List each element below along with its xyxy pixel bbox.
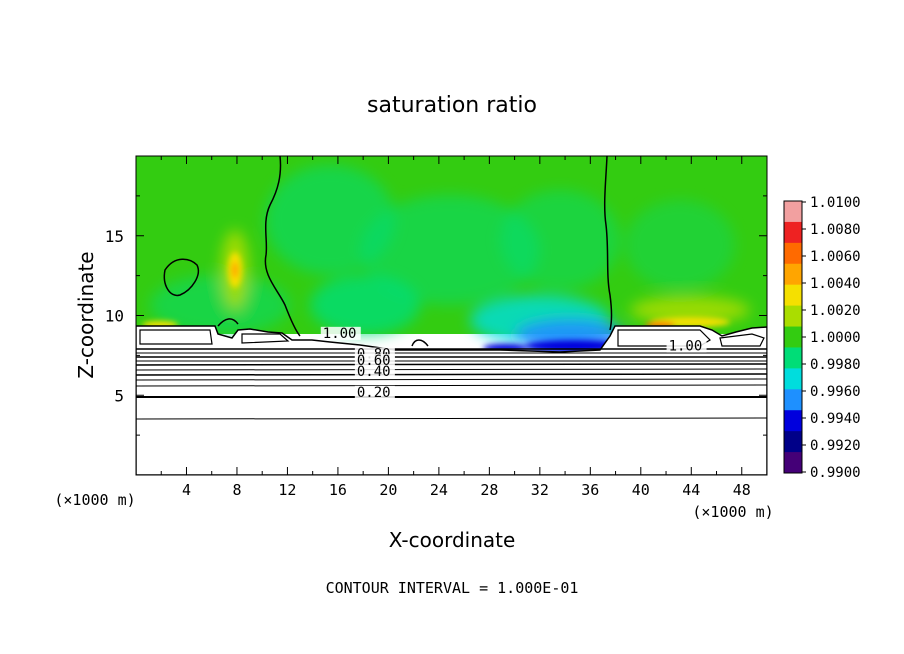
contour-label: 1.00 <box>323 326 357 342</box>
contour-label: 0.20 <box>357 385 391 401</box>
contour-lines <box>136 348 767 420</box>
colorbar-swatch <box>784 201 802 223</box>
x-tick-label: 44 <box>682 481 700 499</box>
contour-labels: 1.001.000.800.600.400.20 <box>320 326 707 401</box>
colorbar-label: 1.0000 <box>810 330 861 346</box>
x-axis-label: X-coordinate <box>389 528 516 552</box>
colorbar-swatch <box>784 389 802 411</box>
colorbar-swatch <box>784 368 802 390</box>
colorbar-label: 0.9920 <box>810 438 861 454</box>
cloud-layer <box>136 325 767 475</box>
x-tick-label: 16 <box>329 481 347 499</box>
colorbar-label: 0.9900 <box>810 465 861 481</box>
colorbar-swatch <box>784 410 802 432</box>
field-anomalies <box>150 165 750 351</box>
contour-label-bg <box>354 353 395 367</box>
contour-label-bg <box>320 326 361 340</box>
x-tick-label: 24 <box>430 481 448 499</box>
x-tick-label: 48 <box>733 481 751 499</box>
colorbar-label: 1.0020 <box>810 303 861 319</box>
x-axis-ticks: 4 8 12 16 20 24 28 32 36 40 44 48 <box>160 156 751 499</box>
x-tick-label: 4 <box>182 481 191 499</box>
x-tick-label: 8 <box>232 481 241 499</box>
contour-one <box>163 156 613 347</box>
contour-label: 1.00 <box>669 339 703 355</box>
colorbar-swatch <box>784 431 802 453</box>
colorbar-swatch <box>784 326 802 348</box>
x-tick-label: 12 <box>278 481 296 499</box>
x-tick-label: 36 <box>581 481 599 499</box>
colorbar-label: 1.0040 <box>810 276 861 292</box>
colorbar-label: 0.9940 <box>810 411 861 427</box>
colorbar-swatch <box>784 263 802 286</box>
y-tick-label: 15 <box>105 227 124 246</box>
contour-label: 0.60 <box>357 353 391 369</box>
y-axis-label: Z-coordinate <box>74 251 98 378</box>
x-tick-label: 28 <box>480 481 498 499</box>
y-tick-label: 5 <box>114 386 124 405</box>
colorbar-label: 0.9960 <box>810 384 861 400</box>
saturation-field <box>136 156 767 475</box>
colorbar-swatch <box>784 221 802 244</box>
colorbar-label: 1.0100 <box>810 195 861 211</box>
x-tick-label: 40 <box>632 481 650 499</box>
contour-interval-note: CONTOUR INTERVAL = 1.000E-01 <box>326 579 579 597</box>
x-unit-left-label: (×1000 m) <box>54 491 135 509</box>
colorbar-swatch <box>784 305 802 328</box>
colorbar-label: 1.0060 <box>810 249 861 265</box>
colorbar-swatch <box>784 452 802 474</box>
contour-label-bg <box>666 339 707 353</box>
colorbar-swatch <box>784 284 802 307</box>
contour-label-bg <box>354 385 395 399</box>
contour-label: 0.40 <box>357 364 391 380</box>
contour-label-bg <box>354 365 395 379</box>
colorbar-labels: 1.0100 1.0080 1.0060 1.0040 1.0020 1.0000 0.99… <box>802 195 861 481</box>
colorbar-swatch <box>784 347 802 369</box>
colorbar <box>783 200 803 474</box>
y-tick-label: 10 <box>105 307 124 326</box>
x-tick-label: 20 <box>379 481 397 499</box>
x-tick-label: 32 <box>531 481 549 499</box>
colorbar-label: 0.9980 <box>810 357 861 373</box>
y-axis-ticks: 5 10 15 <box>105 195 767 436</box>
x-unit-right-label: (×1000 m) <box>692 503 773 521</box>
chart-title: saturation ratio <box>367 93 537 118</box>
colorbar-label: 1.0080 <box>810 222 861 238</box>
colorbar-swatch <box>784 242 802 265</box>
